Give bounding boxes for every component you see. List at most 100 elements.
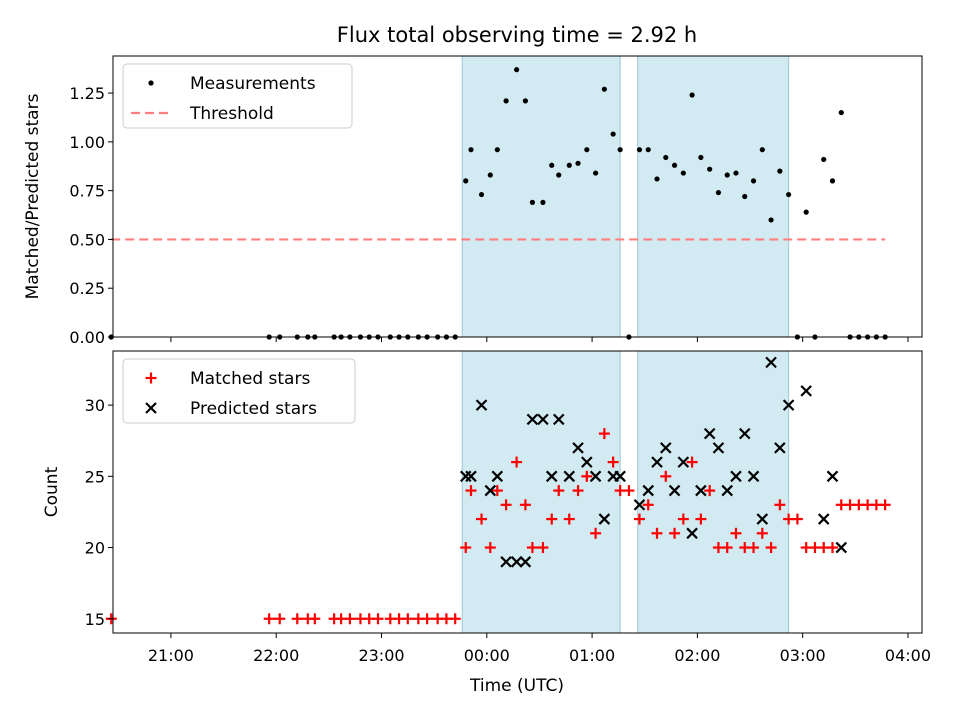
legend-swatch — [145, 372, 157, 384]
x-tick-label: 00:00 — [464, 646, 510, 665]
ratio-panel-frame — [112, 55, 923, 338]
measurements-point — [803, 209, 809, 215]
matched-stars-point — [827, 542, 839, 554]
matched-stars-point — [546, 513, 558, 525]
matched-stars-point — [660, 470, 672, 482]
predicted-stars-point — [721, 484, 733, 497]
measurements-point — [777, 168, 783, 174]
matched-stars-point — [642, 499, 654, 511]
measurements-point — [478, 191, 485, 198]
x-tick-label: 22:00 — [253, 646, 299, 665]
predicted-stars-point — [651, 456, 663, 468]
measurements-point — [514, 67, 520, 73]
measurements-point — [529, 199, 536, 205]
matched-stars-point — [765, 542, 777, 554]
x-tick-label: 04:00 — [885, 646, 931, 665]
measurements-point — [522, 98, 528, 104]
legend-label: Measurements — [190, 74, 316, 94]
matched-stars-point — [598, 428, 610, 440]
predicted-stars-point — [747, 470, 760, 483]
ratio-panel-x-ticks — [170, 337, 909, 342]
predicted-stars-point — [510, 556, 523, 568]
measurements-point — [715, 189, 722, 196]
measurements-point — [584, 147, 590, 153]
measurements-point — [494, 147, 500, 153]
count-panel-x-ticks: 21:00 22:00 23:00 00:00 01:00 02:00 03:00 04:00 — [148, 633, 931, 665]
matched-stars-point — [572, 485, 584, 497]
measurements-point — [610, 131, 616, 137]
x-tick-label: 03:00 — [780, 646, 826, 665]
matched-stars-point — [263, 613, 275, 625]
predicted-stars-point — [589, 470, 602, 483]
y-tick-label: 15 — [85, 610, 105, 629]
count-panel-legend: Matched stars Predicted stars — [122, 358, 356, 424]
legend-box — [122, 63, 353, 129]
predicted-stars-point — [677, 456, 690, 468]
predicted-stars-point — [642, 484, 655, 497]
x-tick-label: 21:00 — [148, 646, 194, 665]
y-tick-label: 0.75 — [69, 182, 105, 201]
predicted-stars-point — [465, 470, 477, 483]
measurements-point — [540, 199, 546, 205]
matched-stars-point — [519, 499, 531, 511]
matched-stars-point — [607, 456, 619, 468]
count-panel-markers — [105, 356, 891, 625]
matched-stars-point — [344, 613, 356, 625]
matched-stars-point — [484, 542, 496, 554]
x-tick-label: 23:00 — [358, 646, 404, 665]
measurements-point — [707, 166, 713, 172]
legend-label: Predicted stars — [190, 399, 317, 419]
measurements-point — [592, 170, 599, 176]
predicted-stars-point — [526, 413, 539, 426]
measurements-point — [463, 178, 469, 184]
shaded-interval-1 — [461, 55, 621, 338]
legend-label: Threshold — [189, 104, 274, 124]
predicted-stars-point — [686, 527, 698, 540]
y-tick-label: 1.00 — [69, 133, 105, 152]
predicted-stars-point — [519, 556, 532, 568]
predicted-stars-point — [491, 470, 504, 483]
measurements-point — [617, 147, 623, 153]
matched-stars-point — [669, 527, 681, 539]
measurements-point — [698, 154, 704, 161]
matched-stars-point — [511, 456, 523, 468]
predicted-stars-point — [545, 470, 558, 483]
matched-stars-point — [774, 499, 786, 511]
measurements-point — [663, 154, 669, 161]
measurements-point — [671, 162, 678, 168]
matched-stars-point — [756, 527, 768, 539]
matched-stars-point — [791, 513, 803, 525]
y-tick-label: 20 — [85, 539, 105, 558]
predicted-stars-point — [817, 513, 830, 525]
y-tick-label: 25 — [85, 467, 105, 486]
chart-title: Flux total observing time = 2.92 h — [337, 23, 697, 47]
measurements-point — [549, 162, 555, 168]
ratio-panel-y-ticks: 0.00 0.25 0.50 0.75 1.00 1.25 — [69, 84, 113, 347]
predicted-stars-point — [581, 456, 593, 468]
matched-stars-point — [465, 485, 477, 497]
predicted-stars-point — [826, 470, 839, 483]
matched-stars-point — [651, 527, 663, 539]
matched-stars-point — [291, 613, 303, 625]
x-tick-label: 02:00 — [674, 646, 720, 665]
predicted-stars-point — [738, 427, 751, 440]
matched-stars-point — [553, 485, 565, 497]
matched-stars-point — [581, 470, 593, 482]
count-panel-y-ticks: 15 20 25 30 — [85, 396, 113, 629]
measurements-point — [759, 147, 765, 153]
measurements-point — [645, 147, 651, 153]
measurements-point — [821, 156, 827, 163]
predicted-stars-point — [756, 513, 769, 525]
matched-stars-point — [526, 542, 538, 554]
matched-stars-point — [309, 613, 321, 625]
shaded-interval-1 — [461, 350, 621, 634]
measurements-point — [750, 178, 757, 184]
matched-stars-point — [460, 542, 472, 554]
legend-box — [122, 358, 356, 424]
matched-stars-point — [633, 513, 645, 525]
matched-stars-point — [748, 542, 760, 554]
matched-stars-point — [476, 513, 488, 525]
measurements-point — [724, 172, 730, 178]
predicted-stars-point — [500, 556, 512, 568]
